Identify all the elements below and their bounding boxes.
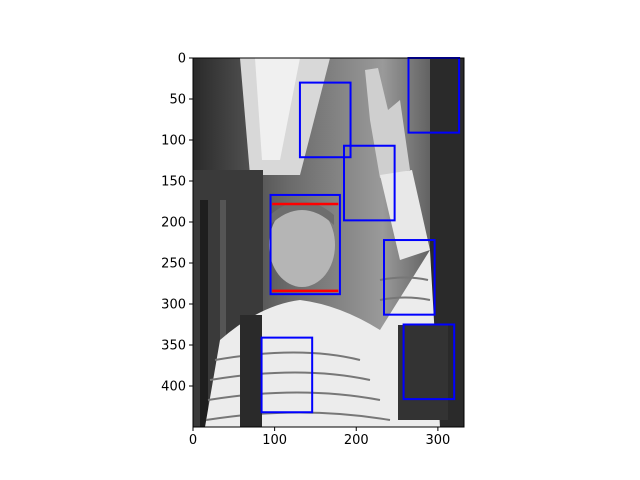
detection-box-2	[343, 144, 396, 222]
y-tick-label: 400	[161, 380, 186, 395]
y-tick-label: 250	[161, 257, 186, 272]
y-tick-label: 350	[161, 339, 186, 354]
y-tick-label: 50	[169, 93, 186, 108]
y-tick-label: 300	[161, 298, 186, 313]
grayscale-photo	[193, 58, 464, 427]
detection-box-5	[383, 239, 436, 316]
y-axis: 0 50 100 150 200 250 300 350 400	[161, 52, 193, 395]
y-tick-label: 200	[161, 216, 186, 231]
y-tick-label: 0	[178, 52, 186, 67]
detection-box-6	[402, 323, 456, 401]
face-lines	[272, 202, 339, 293]
axes-frame	[192, 57, 465, 428]
x-axis: 0 100 200 300	[189, 427, 450, 448]
y-tick-label: 150	[161, 175, 186, 190]
detection-box-7	[260, 336, 314, 414]
y-tick-label: 100	[161, 134, 186, 149]
x-tick-label: 0	[189, 433, 197, 448]
detection-box-1	[298, 81, 352, 159]
x-tick-label: 100	[262, 433, 287, 448]
x-tick-label: 200	[344, 433, 369, 448]
detection-box-4	[269, 193, 341, 296]
x-tick-label: 300	[425, 433, 450, 448]
